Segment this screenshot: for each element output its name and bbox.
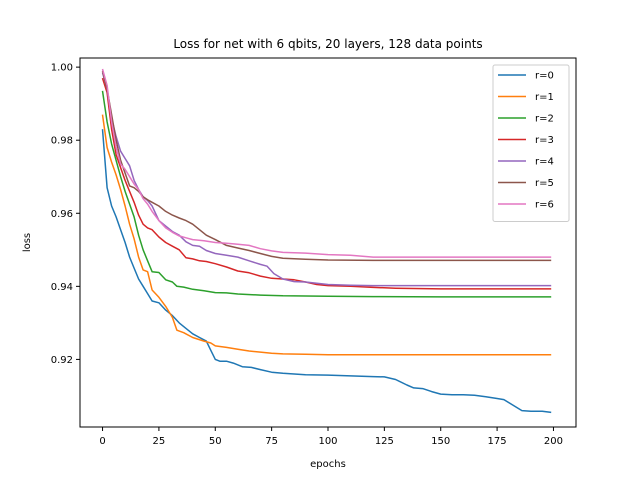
y-tick-label: 0.92 bbox=[51, 355, 73, 366]
series-line-1 bbox=[101, 114, 552, 356]
legend-label-0: r=0 bbox=[535, 71, 554, 82]
legend-label-6: r=6 bbox=[535, 200, 554, 211]
chart-title: Loss for net with 6 qbits, 20 layers, 12… bbox=[173, 37, 482, 51]
x-tick-label: 25 bbox=[153, 436, 166, 447]
x-tick-label: 50 bbox=[209, 436, 222, 447]
legend: r=0 r=1 r=2 r=3 r=4 r=5 r=6 bbox=[492, 64, 570, 222]
series-line-0 bbox=[101, 129, 552, 414]
x-tick-label: 75 bbox=[265, 436, 278, 447]
x-tick-label: 150 bbox=[431, 436, 450, 447]
series-line-3 bbox=[101, 77, 552, 290]
y-tick-label: 0.98 bbox=[51, 136, 73, 147]
legend-label-2: r=2 bbox=[535, 114, 554, 125]
x-tick-label: 175 bbox=[488, 436, 507, 447]
legend-label-1: r=1 bbox=[535, 92, 554, 103]
legend-label-3: r=3 bbox=[535, 135, 554, 146]
y-axis-label: loss bbox=[22, 233, 33, 252]
y-tick-label: 0.96 bbox=[51, 209, 73, 220]
legend-label-5: r=5 bbox=[535, 178, 554, 189]
y-axis-ticks: 0.92 0.94 0.96 0.98 1.00 bbox=[51, 63, 80, 366]
x-axis-label: epochs bbox=[310, 459, 346, 470]
y-tick-label: 1.00 bbox=[51, 63, 73, 74]
plot-lines bbox=[101, 68, 552, 414]
series-line-5 bbox=[101, 70, 552, 262]
y-tick-label: 0.94 bbox=[51, 282, 73, 293]
x-tick-label: 125 bbox=[375, 436, 394, 447]
x-tick-label: 100 bbox=[318, 436, 337, 447]
x-tick-label: 200 bbox=[544, 436, 563, 447]
series-line-4 bbox=[101, 72, 552, 287]
legend-box bbox=[492, 64, 570, 222]
legend-label-4: r=4 bbox=[535, 157, 554, 168]
x-tick-label: 0 bbox=[99, 436, 105, 447]
series-line-2 bbox=[101, 90, 552, 298]
x-axis-ticks: 0 25 50 75 100 125 150 175 200 bbox=[99, 427, 563, 447]
series-line-6 bbox=[101, 68, 552, 258]
